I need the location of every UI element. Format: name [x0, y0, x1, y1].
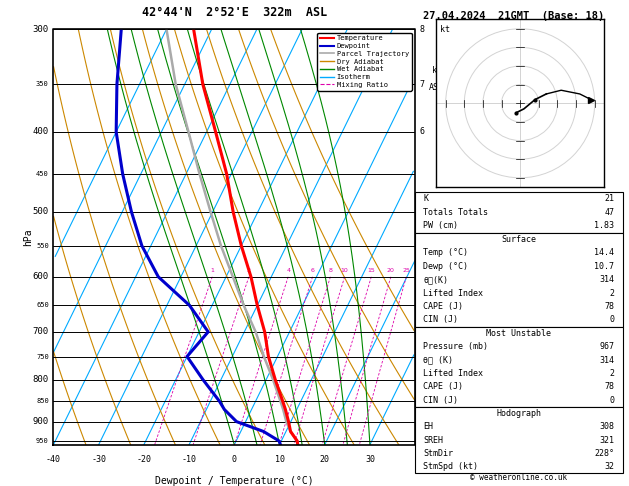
- Text: hPa: hPa: [23, 228, 33, 246]
- Text: 32: 32: [604, 462, 615, 471]
- Text: CAPE (J): CAPE (J): [423, 302, 464, 311]
- Text: © weatheronline.co.uk: © weatheronline.co.uk: [470, 473, 567, 482]
- Text: 314: 314: [599, 355, 615, 364]
- Text: 47: 47: [604, 208, 615, 217]
- Text: 6: 6: [420, 127, 425, 137]
- FancyBboxPatch shape: [415, 192, 623, 233]
- Text: 15: 15: [367, 268, 375, 274]
- Text: 5: 5: [420, 207, 425, 216]
- Text: Hodograph: Hodograph: [496, 409, 542, 418]
- Text: 314: 314: [599, 275, 615, 284]
- Text: 228°: 228°: [594, 449, 615, 458]
- Text: 1.83: 1.83: [594, 222, 615, 230]
- Text: 550: 550: [36, 243, 49, 249]
- Text: 7: 7: [420, 80, 425, 89]
- Text: 78: 78: [604, 382, 615, 391]
- Text: ASL: ASL: [430, 83, 444, 92]
- Text: 800: 800: [33, 375, 49, 384]
- Text: Pressure (mb): Pressure (mb): [423, 342, 489, 351]
- Text: 750: 750: [36, 353, 49, 360]
- FancyBboxPatch shape: [415, 407, 623, 473]
- Text: 900: 900: [33, 417, 49, 426]
- Text: 42°44'N  2°52'E  322m  ASL: 42°44'N 2°52'E 322m ASL: [142, 6, 327, 19]
- Text: 850: 850: [36, 398, 49, 404]
- Text: 25: 25: [403, 268, 410, 274]
- Text: 0: 0: [610, 315, 615, 324]
- Text: Lifted Index: Lifted Index: [423, 369, 484, 378]
- Text: CIN (J): CIN (J): [423, 315, 459, 324]
- Text: -40: -40: [46, 455, 61, 464]
- Text: Dewp (°C): Dewp (°C): [423, 262, 469, 271]
- Text: 8: 8: [328, 268, 332, 274]
- Text: 650: 650: [36, 302, 49, 309]
- Text: 0: 0: [232, 455, 237, 464]
- Text: -30: -30: [91, 455, 106, 464]
- Text: km: km: [432, 66, 442, 75]
- Text: 350: 350: [36, 81, 49, 87]
- Text: K: K: [423, 194, 428, 203]
- Text: -20: -20: [136, 455, 152, 464]
- Text: SREH: SREH: [423, 435, 443, 445]
- Text: 20: 20: [320, 455, 330, 464]
- Text: Surface: Surface: [501, 235, 537, 244]
- Text: Most Unstable: Most Unstable: [486, 329, 552, 338]
- Text: 1: 1: [420, 417, 425, 426]
- Text: 4: 4: [286, 268, 290, 274]
- Text: 308: 308: [599, 422, 615, 431]
- FancyBboxPatch shape: [415, 327, 623, 407]
- Text: Temp (°C): Temp (°C): [423, 248, 469, 258]
- Text: Dewpoint / Temperature (°C): Dewpoint / Temperature (°C): [155, 476, 314, 486]
- Text: 950: 950: [36, 438, 49, 444]
- Text: 10: 10: [341, 268, 348, 274]
- Text: 2: 2: [610, 289, 615, 297]
- Text: CAPE (J): CAPE (J): [423, 382, 464, 391]
- Text: 4: 4: [420, 272, 425, 281]
- Text: 14.4: 14.4: [594, 248, 615, 258]
- Text: θᴇ(K): θᴇ(K): [423, 275, 448, 284]
- Text: 0: 0: [610, 396, 615, 405]
- Text: 2: 2: [247, 268, 251, 274]
- Text: Mixing Ratio (g/kg): Mixing Ratio (g/kg): [469, 231, 477, 326]
- Text: 2: 2: [420, 375, 425, 384]
- Text: Totals Totals: Totals Totals: [423, 208, 489, 217]
- Text: 300: 300: [33, 25, 49, 34]
- Text: 78: 78: [604, 302, 615, 311]
- Text: θᴇ (K): θᴇ (K): [423, 355, 454, 364]
- Text: 967: 967: [599, 342, 615, 351]
- Text: 20: 20: [387, 268, 395, 274]
- Text: 8: 8: [420, 25, 425, 34]
- Text: 21: 21: [604, 194, 615, 203]
- Text: 700: 700: [33, 328, 49, 336]
- Text: 6: 6: [311, 268, 314, 274]
- Text: 2: 2: [610, 369, 615, 378]
- Legend: Temperature, Dewpoint, Parcel Trajectory, Dry Adiabat, Wet Adiabat, Isotherm, Mi: Temperature, Dewpoint, Parcel Trajectory…: [317, 33, 411, 90]
- Text: 10.7: 10.7: [594, 262, 615, 271]
- Text: 600: 600: [33, 272, 49, 281]
- Text: PW (cm): PW (cm): [423, 222, 459, 230]
- FancyBboxPatch shape: [415, 233, 623, 327]
- Text: 27.04.2024  21GMT  (Base: 18): 27.04.2024 21GMT (Base: 18): [423, 11, 604, 21]
- Text: -10: -10: [182, 455, 197, 464]
- Text: 500: 500: [33, 207, 49, 216]
- Text: EH: EH: [423, 422, 433, 431]
- Text: LCL: LCL: [420, 433, 434, 442]
- Text: 10: 10: [274, 455, 284, 464]
- Text: 400: 400: [33, 127, 49, 137]
- Text: 30: 30: [365, 455, 375, 464]
- Text: 450: 450: [36, 171, 49, 177]
- Text: 1: 1: [210, 268, 214, 274]
- Text: CIN (J): CIN (J): [423, 396, 459, 405]
- Text: StmSpd (kt): StmSpd (kt): [423, 462, 479, 471]
- Text: 3: 3: [420, 328, 425, 336]
- Text: 321: 321: [599, 435, 615, 445]
- Text: Lifted Index: Lifted Index: [423, 289, 484, 297]
- Text: StmDir: StmDir: [423, 449, 454, 458]
- Text: kt: kt: [440, 25, 450, 34]
